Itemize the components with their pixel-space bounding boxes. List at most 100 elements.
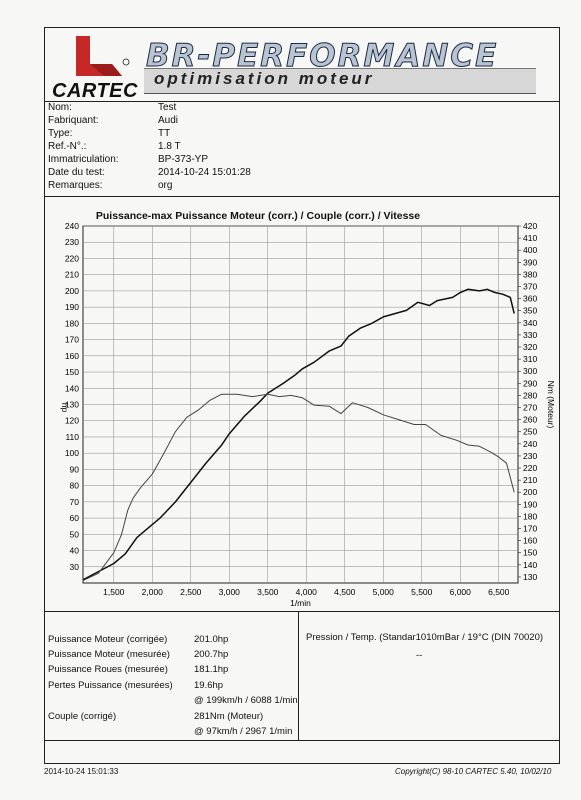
y-left-tick-label: 160 [65, 351, 79, 361]
y-right-tick-label: 290 [523, 378, 537, 388]
info-value: 1.8 T [158, 141, 181, 152]
y-left-tick-label: 130 [65, 400, 79, 410]
y-right-tick-label: 160 [523, 536, 537, 546]
chart-title: Puissance-max Puissance Moteur (corr.) /… [95, 210, 421, 222]
y-left-tick-label: 190 [65, 302, 79, 312]
y-right-tick-label: 220 [523, 463, 537, 473]
y-left-tick-label: 120 [65, 416, 79, 426]
y-left-tick-label: 220 [65, 253, 79, 263]
info-value: Test [158, 102, 177, 113]
info-row: Nom: Test [48, 102, 548, 115]
info-value: Audi [158, 115, 179, 126]
y-right-tick-label: 150 [523, 548, 537, 558]
y-right-tick-label: 190 [523, 499, 537, 509]
y-right-tick-label: 370 [523, 282, 537, 292]
y-left-tick-label: 60 [70, 513, 80, 523]
brand-title: BR-PERFORMANCE [145, 38, 499, 75]
x-tick-label: 1,500 [103, 587, 125, 597]
y-right-tick-label: 320 [523, 342, 537, 352]
info-label: Immatriculation: [48, 154, 119, 165]
report-frame [44, 27, 560, 764]
y-left-tick-label: 230 [65, 237, 79, 247]
y-left-tick-label: 90 [70, 464, 80, 474]
y-right-tick-label: 170 [523, 524, 537, 534]
y-left-tick-label: 210 [65, 270, 79, 280]
x-tick-label: 2,000 [142, 587, 164, 597]
info-row: Ref.-N°.: 1.8 T [48, 141, 548, 154]
x-tick-label: 2,500 [180, 587, 202, 597]
result-label: Pertes Puissance (mesurées) [48, 680, 173, 691]
y-left-tick-label: 100 [65, 448, 79, 458]
y-right-tick-label: 210 [523, 475, 537, 485]
result-row: Puissance Roues (mesurée) 181.1hp [48, 664, 298, 677]
info-value: BP-373-YP [158, 154, 209, 165]
y-left-tick-label: 180 [65, 318, 79, 328]
cartec-logo: CARTEC [50, 34, 137, 102]
vehicle-info: Nom: Test Fabriquant: Audi Type: TT Ref.… [44, 102, 560, 197]
y-right-tick-label: 390 [523, 257, 537, 267]
y-right-tick-label: 250 [523, 427, 537, 437]
info-value: TT [158, 128, 171, 139]
info-row: Remarques: org [48, 180, 548, 193]
y-right-tick-label: 410 [523, 233, 537, 243]
y-left-tick-label: 200 [65, 286, 79, 296]
y-right-tick-label: 400 [523, 245, 537, 255]
result-value: 200.7hp [194, 649, 229, 660]
y-right-tick-label: 180 [523, 511, 537, 521]
y-left-tick-label: 150 [65, 367, 79, 377]
info-row: Date du test: 2014-10-24 15:01:28 [48, 167, 548, 180]
y-right-tick-label: 310 [523, 354, 537, 364]
result-label: Puissance Moteur (corrigée) [48, 634, 168, 645]
result-value: @ 199km/h / 6088 1/min [194, 695, 298, 706]
x-tick-label: 5,000 [373, 587, 395, 597]
y-left-tick-label: 140 [65, 383, 79, 393]
info-row: Type: TT [48, 128, 548, 141]
brand-subtitle: optimisation moteur [154, 69, 375, 88]
result-value: @ 97km/h / 2967 1/min [194, 726, 293, 737]
y-right-tick-label: 360 [523, 294, 537, 304]
x-tick-label: 3,000 [219, 587, 241, 597]
result-row: Couple (corrigé) 281Nm (Moteur) [48, 711, 298, 724]
y-right-axis-label: Nm (Moteur) [546, 381, 556, 429]
result-label: Puissance Roues (mesurée) [48, 664, 168, 675]
x-tick-label: 4,000 [296, 587, 318, 597]
y-left-axis-label: hp [60, 403, 70, 413]
results-panel: Puissance Moteur (corrigée) 201.0hp Puis… [44, 612, 560, 764]
y-right-tick-label: 330 [523, 330, 537, 340]
result-label: Couple (corrigé) [48, 711, 117, 722]
y-right-tick-label: 270 [523, 403, 537, 413]
result-value: 181.1hp [194, 664, 229, 675]
result-value: 19.6hp [194, 680, 224, 691]
x-tick-label: 6,500 [488, 587, 510, 597]
info-row: Fabriquant: Audi [48, 115, 548, 128]
results-bottom-line [44, 740, 560, 741]
y-left-tick-label: 80 [70, 481, 80, 491]
brand-band [144, 68, 536, 94]
y-left-tick-label: 240 [65, 221, 79, 231]
x-tick-label: 3,500 [257, 587, 279, 597]
x-tick-label: 4,500 [334, 587, 356, 597]
y-left-tick-label: 110 [65, 432, 79, 442]
result-row: Puissance Moteur (mesurée) 200.7hp [48, 649, 298, 662]
y-left-tick-label: 40 [70, 546, 80, 556]
report-header [44, 27, 560, 102]
x-tick-label: 6,000 [450, 587, 472, 597]
footer-copyright: Copyright(C) 98-10 CARTEC 5.40, 10/02/10 [395, 767, 552, 776]
info-row: Immatriculation: BP-373-YP [48, 154, 548, 167]
result-row: @ 199km/h / 6088 1/min [48, 695, 298, 708]
results-divider [298, 612, 299, 740]
y-right-tick-label: 350 [523, 306, 537, 316]
power-curve-line [82, 288, 515, 581]
footer-timestamp: 2014-10-24 15:01:33 [44, 767, 119, 776]
info-label: Nom: [48, 102, 72, 113]
info-label: Ref.-N°.: [48, 141, 87, 152]
y-right-tick-label: 300 [523, 366, 537, 376]
info-value: org [158, 180, 173, 191]
result-value: 281Nm (Moteur) [194, 711, 264, 722]
info-label: Date du test: [48, 167, 105, 178]
y-left-tick-label: 170 [65, 335, 79, 345]
torque-curve-line [82, 393, 515, 582]
y-left-tick-label: 30 [70, 562, 80, 572]
